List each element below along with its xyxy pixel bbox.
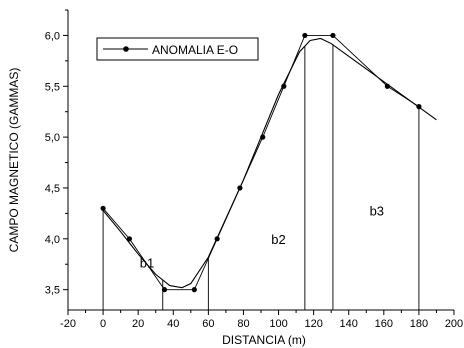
legend-label: ANOMALIA E-O	[152, 43, 238, 57]
x-tick-label: 180	[410, 318, 428, 330]
y-tick-label: 4,5	[45, 183, 60, 195]
data-point	[214, 236, 220, 242]
data-point	[260, 134, 266, 140]
vertical-lines	[102, 44, 420, 310]
y-tick-label: 3,5	[45, 285, 60, 297]
legend-marker	[123, 46, 129, 52]
data-point	[281, 83, 287, 89]
data-point	[191, 287, 197, 293]
x-tick-label: 20	[132, 318, 144, 330]
data-point	[100, 205, 106, 211]
x-tick-label: 160	[375, 318, 393, 330]
annotations: b1 b2 b3	[140, 203, 384, 270]
data-point	[237, 185, 243, 191]
fit-curve	[102, 37, 437, 289]
data-point	[416, 104, 422, 110]
x-tick-label: -20	[60, 318, 76, 330]
data-point	[126, 236, 133, 242]
x-tick-label: 140	[340, 318, 358, 330]
axes: -20 0 20 40 60 80 100 120 140 160 180 200 3,5 4,0 4,5 5…	[45, 9, 463, 330]
data-point	[161, 287, 168, 293]
x-tick-label: 100	[269, 318, 287, 330]
series-layer	[100, 32, 422, 293]
legend-box	[96, 37, 259, 61]
y-tick-label: 5,0	[45, 132, 60, 144]
data-point	[330, 32, 336, 39]
x-tick-label: 40	[167, 318, 179, 330]
fit-layer	[102, 37, 437, 289]
legend: ANOMALIA E-O	[96, 37, 259, 61]
data-point	[302, 32, 308, 39]
x-tick-label: 80	[237, 318, 249, 330]
annotation-b1: b1	[140, 255, 154, 270]
x-tick-label: 200	[445, 318, 463, 330]
annotation-b3: b3	[370, 203, 384, 218]
series-line	[102, 34, 420, 291]
y-tick-label: 4,0	[45, 234, 60, 246]
x-tick-label: 0	[100, 318, 106, 330]
x-tick-label: 120	[304, 318, 322, 330]
data-point	[384, 83, 390, 89]
y-tick-label: 6,0	[45, 30, 60, 42]
x-tick-label: 60	[202, 318, 214, 330]
x-axis-title: DISTANCIA (m)	[222, 333, 306, 347]
y-tick-label: 5,5	[45, 81, 60, 93]
y-axis-title: CAMPO MAGNETICO (GAMMAS)	[7, 68, 21, 253]
annotation-b2: b2	[271, 232, 285, 247]
